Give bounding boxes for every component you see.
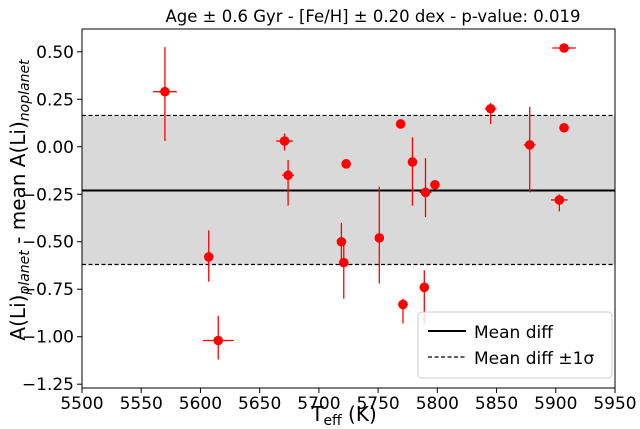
point-marker — [430, 179, 440, 190]
point-marker — [279, 136, 290, 146]
point-marker — [485, 103, 496, 114]
point-marker — [203, 252, 214, 262]
data-point — [202, 315, 234, 360]
point-marker — [559, 122, 569, 133]
x-tick-label: 5700 — [297, 394, 340, 414]
x-axis-label: Teff (K) — [310, 402, 377, 429]
x-tick-label: 5550 — [120, 394, 163, 414]
point-marker — [420, 187, 431, 198]
point-marker — [341, 159, 351, 169]
legend-box — [417, 311, 613, 379]
point-marker — [407, 157, 418, 167]
point-marker — [374, 233, 385, 243]
chart-title: Age ± 0.6 Gyr - [Fe/H] ± 0.20 dex - p-va… — [165, 7, 580, 26]
point-marker — [559, 43, 569, 53]
plot-frame — [81, 28, 616, 389]
point-marker — [419, 282, 430, 293]
data-point — [395, 119, 406, 129]
data-point — [559, 122, 569, 133]
y-axis-label: A(Li)planet - mean A(Li)noplanet — [6, 59, 33, 341]
data-point — [398, 298, 408, 324]
x-tick-label: 5900 — [534, 394, 577, 414]
y-tick-label: 0.50 — [36, 43, 74, 63]
legend-label-mean: Mean diff — [474, 323, 554, 343]
plot-area — [81, 28, 616, 389]
x-axis: 5500 5550 5600 5650 5700 5750 5800 5850 5900 5950 — [60, 388, 637, 414]
y-tick-label: −1.25 — [22, 375, 74, 395]
point-marker — [398, 299, 408, 310]
x-tick-label: 5950 — [593, 394, 636, 414]
data-point — [552, 43, 576, 53]
y-axis: 0.50 0.25 0.00 −0.25 −0.50 −0.75 −1.00 −1.25 — [22, 43, 82, 395]
point-marker — [524, 140, 535, 150]
data-point — [341, 159, 351, 169]
x-tick-label: 5750 — [356, 394, 399, 414]
data-point — [551, 194, 568, 212]
y-tick-label: 0.25 — [36, 90, 74, 110]
data-point — [276, 133, 293, 151]
x-tick-label: 5850 — [475, 394, 518, 414]
x-tick-label: 5600 — [179, 394, 222, 414]
point-marker — [395, 119, 406, 129]
data-point — [419, 158, 432, 218]
point-marker — [213, 335, 224, 346]
legend-label-sigma: Mean diff ±1σ — [474, 349, 594, 369]
legend: Mean diff Mean diff ±1σ — [417, 311, 613, 379]
x-tick-label: 5800 — [416, 394, 459, 414]
data-point — [523, 106, 536, 193]
point-marker — [336, 236, 347, 247]
x-tick-label: 5650 — [238, 394, 281, 414]
data-point — [407, 137, 418, 206]
point-marker — [283, 170, 293, 181]
y-tick-label: −0.25 — [22, 185, 74, 205]
data-point — [430, 179, 440, 190]
point-marker — [160, 86, 170, 97]
data-point — [374, 186, 385, 284]
y-tick-label: −1.00 — [22, 328, 74, 348]
data-point — [153, 47, 177, 142]
y-tick-label: 0.00 — [36, 138, 74, 158]
data-point — [203, 230, 214, 282]
data-point — [484, 103, 497, 124]
y-tick-label: −0.75 — [22, 280, 74, 300]
point-marker — [554, 195, 565, 205]
data-points — [153, 43, 576, 360]
data-point — [338, 239, 349, 299]
point-marker — [338, 257, 349, 268]
data-point — [282, 160, 295, 206]
y-tick-label: −0.50 — [22, 233, 74, 253]
x-tick-label: 5500 — [60, 394, 103, 414]
